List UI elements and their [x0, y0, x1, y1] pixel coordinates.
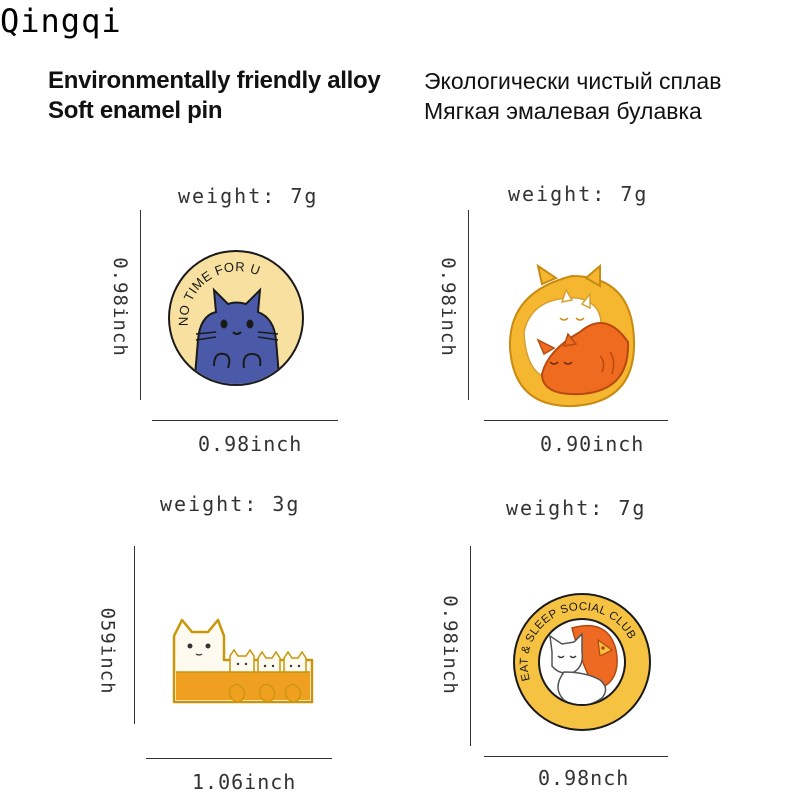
pin-4-height-line	[470, 546, 471, 746]
pin-3-cat-family	[172, 618, 314, 704]
pin-4-weight: weight: 7g	[506, 496, 647, 520]
pin-2-height-line	[468, 210, 469, 400]
headline-ru-line-1: Экологически чистый сплав	[424, 68, 722, 94]
pin-4-width-label: 0.98nch	[538, 766, 630, 790]
headline-en-line-2: Soft enamel pin	[48, 97, 223, 124]
pin-3-height-label: 059inch	[96, 607, 119, 695]
pin-3-height-line	[134, 546, 135, 724]
brand-logo: Qingqi	[0, 2, 122, 40]
headline-ru-line-2: Мягкая эмалевая булавка	[424, 98, 702, 124]
pin-3-weight: weight: 3g	[160, 492, 301, 516]
pin-4-eat-sleep-social-club: EAT & SLEEP SOCIAL CLUB	[513, 593, 651, 731]
pin-2-width-label: 0.90inch	[540, 432, 645, 456]
pin-1-no-time-for-u-cat: NO TIME FOR U	[168, 250, 304, 386]
pin-3-width-label: 1.06inch	[192, 770, 297, 794]
pin-3-width-line	[146, 758, 332, 759]
pin-1-height-line	[140, 210, 141, 400]
pin-4-width-line	[484, 756, 668, 757]
pin-4-height-label: 0.98inch	[438, 595, 461, 695]
headline-en-line-1: Environmentally friendly alloy	[48, 67, 381, 94]
pin-1-width-line	[152, 420, 338, 421]
pin-2-weight: weight: 7g	[508, 182, 649, 206]
pin-2-curled-cats	[508, 263, 636, 408]
pin-1-width-label: 0.98inch	[198, 432, 303, 456]
headline-russian: Экологически чистый сплав Мягкая эмалева…	[424, 66, 721, 126]
pin-2-height-label: 0.98inch	[436, 257, 459, 357]
headline-english: Environmentally friendly alloy Soft enam…	[48, 66, 381, 126]
pin-1-weight: weight: 7g	[178, 184, 319, 208]
pin-1-height-label: 0.98inch	[108, 257, 131, 357]
pin-2-width-line	[484, 420, 668, 421]
